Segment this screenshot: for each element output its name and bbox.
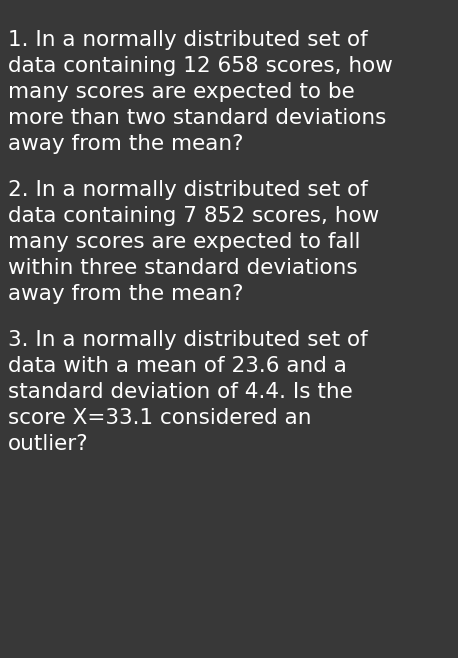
Text: away from the mean?: away from the mean? xyxy=(8,284,244,304)
Text: 1. In a normally distributed set of: 1. In a normally distributed set of xyxy=(8,30,368,50)
Text: outlier?: outlier? xyxy=(8,434,89,454)
Text: standard deviation of 4.4. Is the: standard deviation of 4.4. Is the xyxy=(8,382,353,402)
Text: many scores are expected to be: many scores are expected to be xyxy=(8,82,355,102)
Text: data containing 12 658 scores, how: data containing 12 658 scores, how xyxy=(8,56,393,76)
Text: 2. In a normally distributed set of: 2. In a normally distributed set of xyxy=(8,180,368,200)
Text: within three standard deviations: within three standard deviations xyxy=(8,258,358,278)
Text: data with a mean of 23.6 and a: data with a mean of 23.6 and a xyxy=(8,356,347,376)
Text: away from the mean?: away from the mean? xyxy=(8,134,244,154)
Text: score X=33.1 considered an: score X=33.1 considered an xyxy=(8,408,311,428)
Text: data containing 7 852 scores, how: data containing 7 852 scores, how xyxy=(8,206,379,226)
Text: 3. In a normally distributed set of: 3. In a normally distributed set of xyxy=(8,330,368,350)
Text: more than two standard deviations: more than two standard deviations xyxy=(8,108,387,128)
Text: many scores are expected to fall: many scores are expected to fall xyxy=(8,232,360,252)
